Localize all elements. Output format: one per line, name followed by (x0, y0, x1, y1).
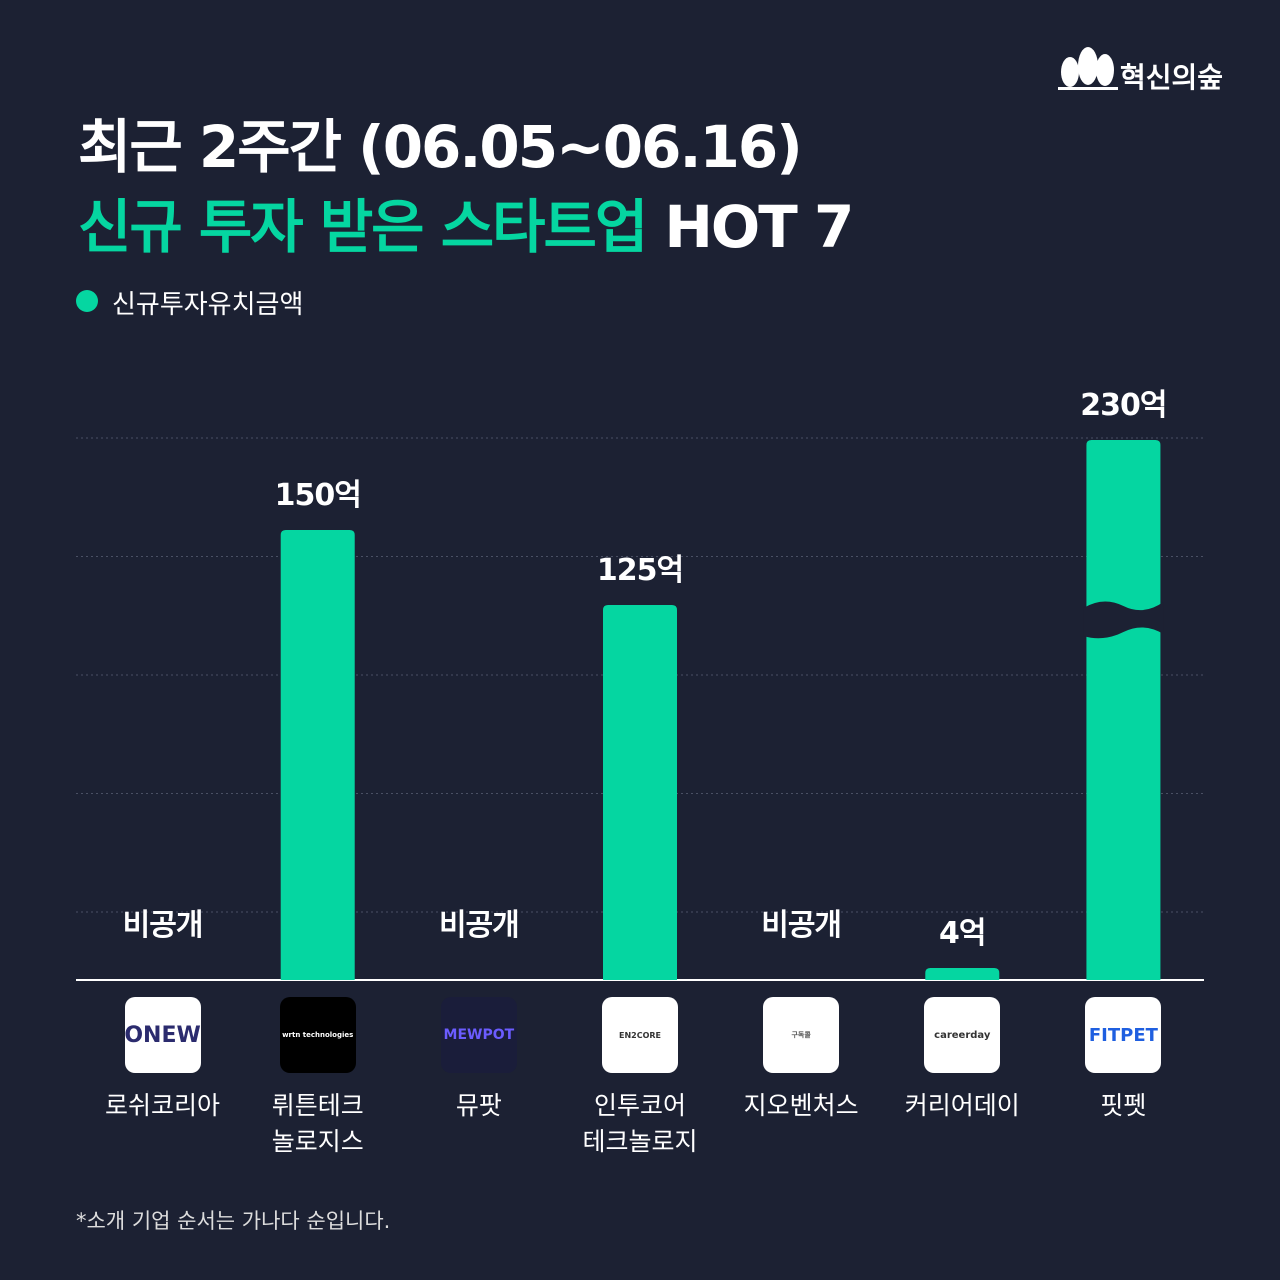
company-logo: careerday (924, 997, 1001, 1073)
bar (280, 530, 355, 980)
value-label: 125억 (596, 553, 684, 588)
x-tick-label: 뤼튼테크 놀로지스 (271, 1091, 364, 1156)
value-label: 230억 (1080, 388, 1167, 423)
bar (1086, 440, 1161, 980)
x-tick-label: 로쉬코리아 (105, 1091, 221, 1120)
axis-break (1083, 601, 1164, 639)
bar (603, 605, 677, 980)
value-label: 4억 (939, 916, 986, 951)
company-logo: wrtn technologies (279, 997, 356, 1073)
x-tick-label: 커리어데이 (904, 1091, 1020, 1120)
value-label: 비공개 (761, 908, 842, 943)
footnote: *소개 기업 순서는 가나다 순입니다. (76, 1209, 391, 1233)
value-label: 비공개 (438, 908, 520, 943)
x-tick-label: 지오벤처스 (743, 1091, 859, 1120)
brand: 혁신의숲 (1120, 61, 1224, 94)
x-tick-label: 핏펫 (1100, 1091, 1147, 1120)
company-logo: FITPET (1085, 997, 1162, 1073)
title-line1: 최근 2주간 (06.05~06.16) (78, 113, 803, 181)
title-rest: HOT 7 (664, 193, 854, 261)
value-label: 비공개 (122, 908, 204, 943)
bar (925, 968, 1000, 980)
brand-icon (1058, 47, 1118, 90)
company-logo: ONEW (124, 997, 201, 1073)
title-line2: 신규 투자 받은 스타트업 HOT 7 (78, 180, 854, 264)
x-tick-label: 인투코어 테크놀로지 (582, 1091, 698, 1156)
title-highlight: 신규 투자 받은 스타트업 (78, 193, 648, 261)
legend-label: 신규투자유치금액 (112, 290, 304, 320)
company-logo: EN2CORE (602, 997, 678, 1073)
company-logo: 구독콜 (763, 997, 840, 1073)
value-label: 150억 (274, 478, 362, 513)
company-logo: MEWPOT (440, 997, 517, 1073)
legend-swatch (76, 290, 98, 312)
x-tick-label: 뮤팟 (455, 1091, 502, 1120)
